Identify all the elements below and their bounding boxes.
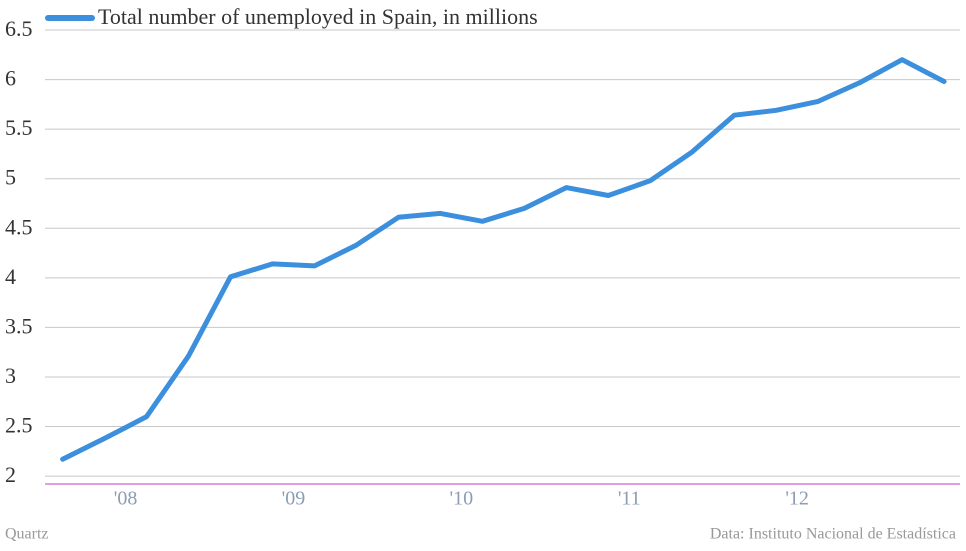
y-tick-label: 4.5 [5,214,33,239]
legend-label: Total number of unemployed in Spain, in … [98,4,538,29]
data-line [60,57,947,462]
y-tick-label: 2.5 [5,413,33,438]
x-tick-label: '08 [114,488,138,510]
y-tick-label: 2 [5,462,16,487]
source: Data: Instituto Nacional de Estadística [710,526,956,543]
y-tick-label: 4 [5,264,16,289]
y-tick-label: 6 [5,66,16,91]
x-tick-label: '10 [450,488,474,510]
y-tick-label: 3.5 [5,313,33,338]
credit: Quartz [5,526,49,543]
y-tick-label: 5.5 [5,115,33,140]
x-tick-label: '12 [785,488,809,510]
y-tick-label: 5 [5,165,16,190]
x-tick-label: '11 [618,488,641,510]
y-tick-label: 6.5 [5,16,33,41]
x-tick-label: '09 [282,488,306,510]
y-tick-label: 3 [5,363,16,388]
